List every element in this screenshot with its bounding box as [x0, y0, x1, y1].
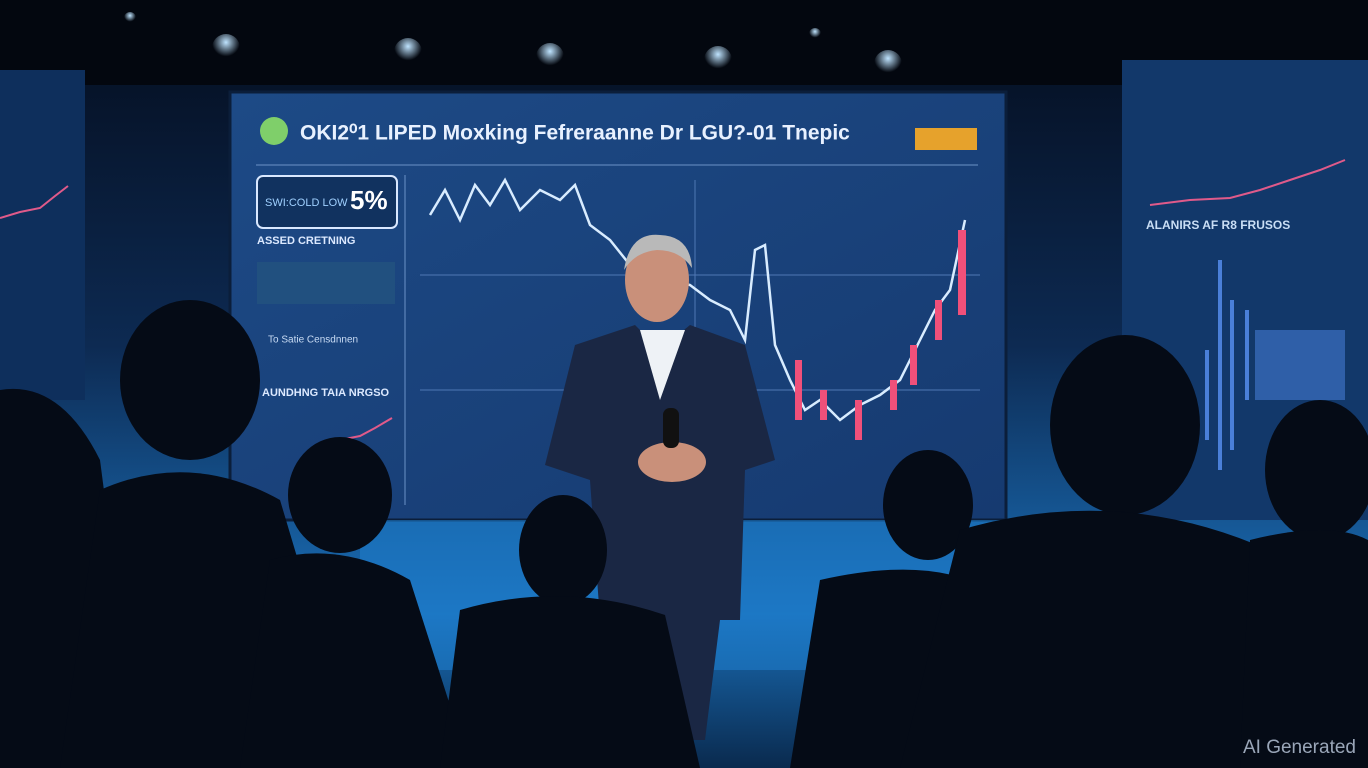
- side-screen-heading: ALANIRS AF R8 FRUSOS: [1146, 218, 1290, 232]
- panel-heading: AUNDHNG TAIA NRGSO: [262, 387, 390, 399]
- panel-card: [257, 262, 395, 304]
- spotlight: [212, 34, 240, 62]
- candle: [855, 400, 862, 440]
- audience: [0, 300, 1368, 768]
- price-line: [428, 177, 967, 422]
- side-bar: [1230, 300, 1234, 450]
- candle: [958, 230, 966, 315]
- screen-tag: [915, 128, 977, 150]
- candle: [890, 380, 897, 410]
- audience-head: [288, 437, 392, 553]
- hair: [624, 234, 692, 270]
- side-bar: [1205, 350, 1209, 440]
- side-bars: [1205, 260, 1345, 470]
- hands: [638, 442, 706, 482]
- watermark: AI Generated: [1243, 737, 1356, 758]
- audience-member: [440, 596, 700, 768]
- audience-member: [240, 553, 470, 768]
- mini-chart: [339, 417, 393, 441]
- audience-head: [120, 300, 260, 460]
- speaker: [545, 234, 775, 740]
- candles: [795, 230, 966, 440]
- panel-line: To Satie Censdnnen: [268, 335, 358, 346]
- spotlight: [704, 46, 732, 74]
- audience-member: [1240, 530, 1368, 768]
- badge-label: SWI:COLD LOW: [265, 197, 348, 209]
- left-side-screen: [0, 70, 85, 400]
- head: [625, 238, 689, 322]
- side-chart-line: [0, 185, 69, 219]
- side-bar: [1255, 330, 1345, 400]
- audience-head: [1050, 335, 1200, 515]
- candle: [795, 360, 802, 420]
- side-bar: [1245, 310, 1249, 400]
- spotlight: [809, 28, 821, 40]
- spotlight: [536, 43, 564, 71]
- side-bar: [1218, 260, 1222, 470]
- candle: [910, 345, 917, 385]
- candle: [935, 300, 942, 340]
- audience-head: [519, 495, 607, 605]
- panel-heading: ASSED CRETNING: [257, 235, 355, 247]
- microphone: [663, 408, 679, 448]
- audience-head: [883, 450, 973, 560]
- spotlight: [124, 12, 136, 24]
- suit: [545, 325, 775, 740]
- badge: [256, 175, 398, 229]
- spotlight: [394, 38, 422, 66]
- side-chart-line: [1149, 159, 1346, 206]
- candle: [820, 390, 827, 420]
- shirt: [640, 330, 685, 400]
- screen-title: OKI2⁰1 LIPED Moxking Fefreraanne Dr LGU?…: [300, 122, 850, 145]
- audience-member: [900, 510, 1340, 768]
- logo: [260, 117, 288, 145]
- audience-head: [1265, 400, 1368, 540]
- badge-value: 5%: [350, 185, 388, 215]
- spotlights: [124, 12, 902, 78]
- spotlight: [874, 50, 902, 78]
